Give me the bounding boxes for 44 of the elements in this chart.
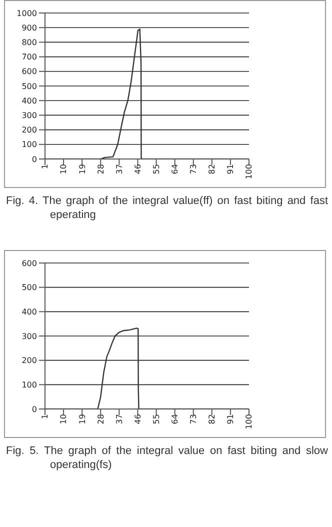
y-tick-label: 500 bbox=[22, 82, 37, 91]
y-tick-label: 800 bbox=[22, 38, 37, 48]
x-tick-label: 100 bbox=[244, 164, 254, 180]
y-tick-label: 0 bbox=[32, 154, 37, 164]
y-tick-label: 200 bbox=[22, 126, 37, 135]
y-tick-label: 300 bbox=[22, 332, 37, 341]
x-tick-label: 73 bbox=[189, 164, 198, 174]
y-tick-label: 400 bbox=[22, 96, 37, 106]
y-tick-label: 100 bbox=[22, 140, 37, 150]
caption: Fig. 5. The graph of the integral value on fast biting and slow operating(fs) bbox=[6, 444, 328, 472]
x-tick-label: 28 bbox=[96, 164, 106, 174]
y-tick-label: 1000 bbox=[16, 8, 37, 18]
x-tick-label: 91 bbox=[226, 164, 236, 174]
x-tick-label: 82 bbox=[208, 164, 217, 174]
y-tick-label: 600 bbox=[22, 67, 37, 76]
x-tick-label: 1 bbox=[40, 164, 50, 170]
y-tick-label: 400 bbox=[22, 308, 37, 317]
x-tick-label: 28 bbox=[96, 414, 106, 424]
x-tick-label: 10 bbox=[59, 414, 68, 424]
x-tick-label: 19 bbox=[78, 414, 87, 424]
x-tick-label: 64 bbox=[170, 414, 180, 424]
x-tick-label: 91 bbox=[226, 414, 236, 424]
x-tick-label: 82 bbox=[208, 414, 217, 424]
x-tick-label: 1 bbox=[40, 414, 50, 420]
y-tick-label: 100 bbox=[22, 380, 37, 390]
x-tick-label: 10 bbox=[59, 164, 68, 174]
x-tick-label: 64 bbox=[170, 164, 180, 174]
y-tick-label: 0 bbox=[32, 404, 37, 414]
x-tick-label: 46 bbox=[133, 414, 142, 424]
y-tick-label: 200 bbox=[22, 356, 37, 366]
x-tick-label: 37 bbox=[114, 414, 124, 424]
y-tick-label: 700 bbox=[22, 52, 37, 62]
caption: Fig. 4. The graph of the integral value(ff) on fast biting and fast eperating bbox=[6, 194, 328, 222]
x-tick-label: 19 bbox=[78, 164, 87, 174]
x-tick-label: 55 bbox=[152, 414, 161, 424]
y-tick-label: 900 bbox=[22, 23, 37, 32]
x-tick-label: 100 bbox=[244, 414, 254, 430]
x-tick-label: 37 bbox=[114, 164, 124, 174]
y-tick-label: 600 bbox=[22, 258, 37, 268]
x-tick-label: 46 bbox=[133, 164, 142, 174]
x-tick-label: 55 bbox=[152, 164, 161, 174]
y-tick-label: 500 bbox=[22, 283, 37, 292]
x-tick-label: 73 bbox=[189, 414, 198, 424]
y-tick-label: 300 bbox=[22, 111, 37, 120]
